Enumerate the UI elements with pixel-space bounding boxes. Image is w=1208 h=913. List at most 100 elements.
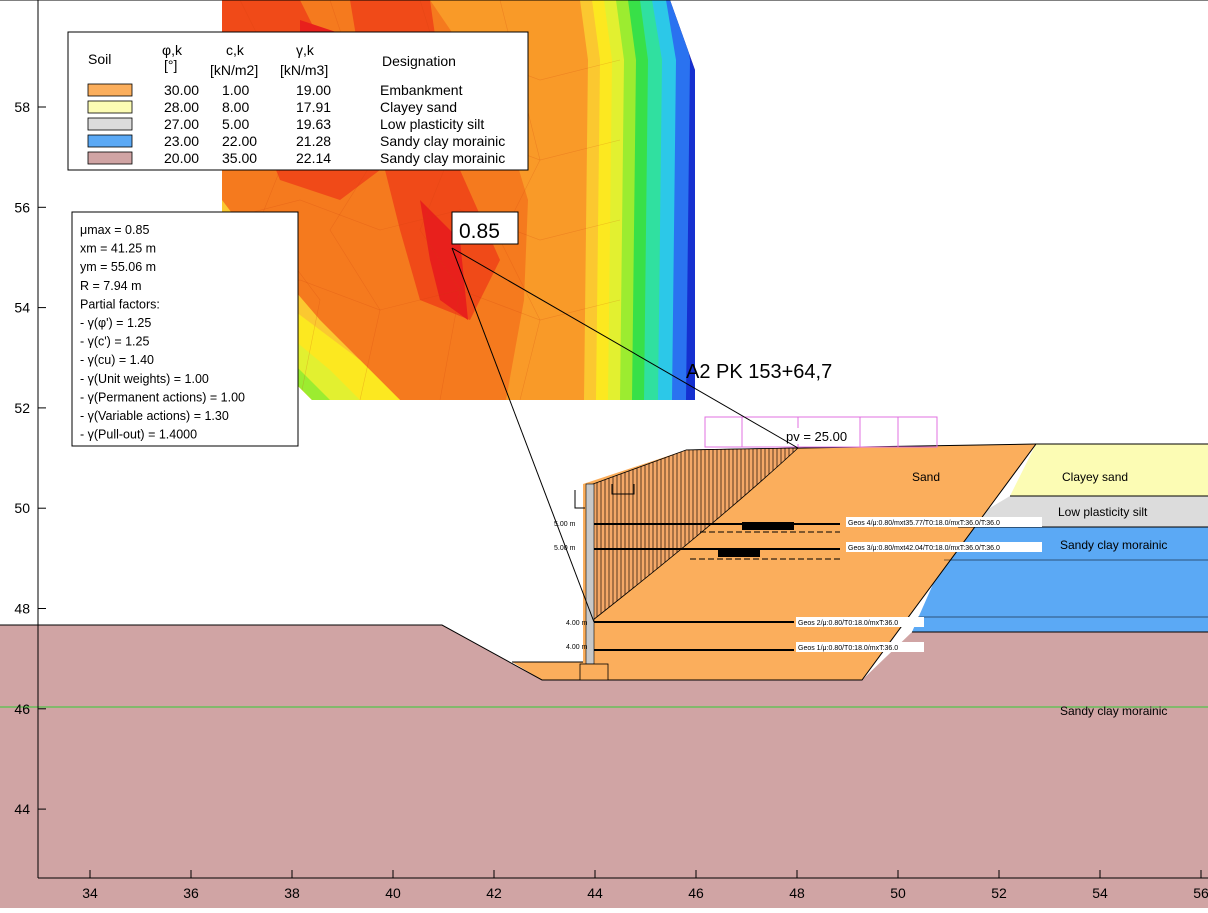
legend-gamma: 17.91 — [296, 99, 331, 115]
geos-2: 4.00 m Geos 2/μ:0.80/T0:18.0/mxT:36.0 — [566, 617, 924, 627]
x-tick-label: 34 — [82, 885, 98, 901]
x-tick-label: 56 — [1193, 885, 1208, 901]
label-clayey-sand: Clayey sand — [1062, 470, 1128, 484]
legend-header-gamma-unit: [kN/m3] — [280, 62, 328, 78]
label-sandy-clay-morainic-lower: Sandy clay morainic — [1060, 704, 1167, 718]
geos-3: 5.00 m Geos 3/μ:0.80/mxt42.04/T0:18.0/mx… — [554, 542, 1042, 560]
result-line: R = 7.94 m — [80, 279, 142, 293]
x-tick-label: 48 — [789, 885, 805, 901]
x-tick-label: 52 — [991, 885, 1007, 901]
legend-header-c: c,k — [226, 42, 245, 58]
y-tick-label: 56 — [14, 199, 30, 215]
y-tick-label: 58 — [14, 99, 30, 115]
x-tick-label: 50 — [890, 885, 906, 901]
geosynthetic-reinforcements: 5.00 m Geos 4/μ:0.80/mxt35.77/T0:18.0/mx… — [554, 517, 1042, 652]
label-sand: Sand — [912, 470, 940, 484]
geos-4: 5.00 m Geos 4/μ:0.80/mxt35.77/T0:18.0/mx… — [554, 517, 1042, 533]
y-tick-label: 46 — [14, 701, 30, 717]
x-tick-label: 46 — [688, 885, 704, 901]
sliding-wedge — [592, 447, 800, 621]
legend-swatch — [87, 100, 133, 114]
legend-c: 8.00 — [222, 99, 249, 115]
legend-phi: 20.00 — [164, 150, 199, 166]
legend-header-phi: φ,k — [162, 42, 183, 58]
legend-row: 20.00 35.00 22.14 Sandy clay morainic — [87, 150, 505, 166]
geos-1-label: Geos 1/μ:0.80/T0:18.0/mxT:36.0 — [798, 645, 898, 652]
surcharge-label: pv = 25.00 — [786, 429, 847, 444]
geos-1: 4.00 m Geos 1/μ:0.80/T0:18.0/mxT:36.0 — [566, 642, 924, 652]
geos-3-length: 5.00 m — [554, 545, 576, 552]
result-line: - γ(φ') = 1.25 — [80, 316, 151, 330]
result-line: xm = 41.25 m — [80, 242, 156, 256]
legend-row: 28.00 8.00 17.91 Clayey sand — [87, 99, 457, 115]
geos-1-length: 4.00 m — [566, 644, 588, 651]
legend-gamma: 22.14 — [296, 150, 331, 166]
legend-c: 22.00 — [222, 133, 257, 149]
wall-footing — [579, 663, 609, 681]
y-tick-label: 52 — [14, 400, 30, 416]
result-line: - γ(c') = 1.25 — [80, 335, 149, 349]
legend-swatch — [87, 83, 133, 97]
result-line: - γ(Unit weights) = 1.00 — [80, 372, 209, 386]
x-tick-label: 38 — [284, 885, 300, 901]
result-line: - γ(Variable actions) = 1.30 — [80, 409, 229, 423]
y-tick-label: 54 — [14, 300, 30, 316]
legend-header-soil: Soil — [88, 51, 111, 67]
critical-value: 0.85 — [459, 220, 500, 243]
soil-layers — [0, 443, 1208, 908]
soil-clayey-sand — [1010, 444, 1208, 496]
soil-sandy-clay-morainic-upper — [912, 527, 1208, 632]
result-line: - γ(Pull-out) = 1.4000 — [80, 428, 197, 442]
geos-3-label: Geos 3/μ:0.80/mxt42.04/T0:18.0/mxT:36.0/… — [848, 545, 1000, 552]
legend-designation: Clayey sand — [380, 99, 457, 115]
x-tick-label: 36 — [183, 885, 199, 901]
geos-4-label: Geos 4/μ:0.80/mxt35.77/T0:18.0/mxT:36.0/… — [848, 520, 1000, 527]
legend-designation: Sandy clay morainic — [380, 150, 505, 166]
result-line: - γ(Permanent actions) = 1.00 — [80, 390, 245, 404]
soil-legend: Soil φ,k [°] c,k [kN/m2] γ,k [kN/m3] Des… — [67, 31, 529, 171]
legend-phi: 27.00 — [164, 116, 199, 132]
label-sandy-clay-morainic-upper: Sandy clay morainic — [1060, 538, 1167, 552]
legend-c: 1.00 — [222, 82, 249, 98]
critical-circle-radii — [451, 247, 799, 623]
legend-row: 27.00 5.00 19.63 Low plasticity silt — [87, 116, 484, 132]
legend-gamma: 19.00 — [296, 82, 331, 98]
geos-2-label: Geos 2/μ:0.80/T0:18.0/mxT:36.0 — [798, 620, 898, 627]
legend-header-c-unit: [kN/m2] — [210, 62, 258, 78]
x-tick-label: 44 — [587, 885, 603, 901]
legend-header-designation: Designation — [382, 53, 456, 69]
result-line: Partial factors: — [80, 297, 160, 311]
result-line: - γ(cu) = 1.40 — [80, 353, 154, 367]
soil-sandy-clay-morainic-lower — [0, 625, 1208, 908]
legend-swatch — [87, 134, 133, 148]
result-line: μmax = 0.85 — [80, 223, 149, 237]
results-panel: μmax = 0.85 xm = 41.25 m ym = 55.06 m R = 7… — [71, 211, 299, 447]
y-tick-label: 44 — [14, 801, 30, 817]
legend-designation: Embankment — [380, 82, 463, 98]
legend-row: 23.00 22.00 21.28 Sandy clay morainic — [87, 133, 505, 149]
critical-value-box — [451, 211, 519, 245]
legend-designation: Sandy clay morainic — [380, 133, 505, 149]
legend-swatch — [87, 151, 133, 165]
section-title: A2 PK 153+64,7 — [686, 361, 832, 383]
geos-2-length: 4.00 m — [566, 620, 588, 627]
legend-row: 30.00 1.00 19.00 Embankment — [87, 82, 463, 98]
label-low-plasticity-silt: Low plasticity silt — [1058, 505, 1148, 519]
legend-gamma: 21.28 — [296, 133, 331, 149]
result-line: ym = 55.06 m — [80, 260, 156, 274]
x-tick-label: 42 — [486, 885, 502, 901]
legend-c: 35.00 — [222, 150, 257, 166]
x-tick-label: 40 — [385, 885, 401, 901]
x-tick-label: 54 — [1092, 885, 1108, 901]
legend-phi: 30.00 — [164, 82, 199, 98]
legend-designation: Low plasticity silt — [380, 116, 484, 132]
legend-header-gamma: γ,k — [296, 42, 315, 58]
legend-phi: 28.00 — [164, 99, 199, 115]
y-tick-label: 50 — [14, 500, 30, 516]
y-tick-label: 48 — [14, 601, 30, 617]
geos-4-length: 5.00 m — [554, 521, 576, 528]
legend-swatch — [87, 117, 133, 131]
